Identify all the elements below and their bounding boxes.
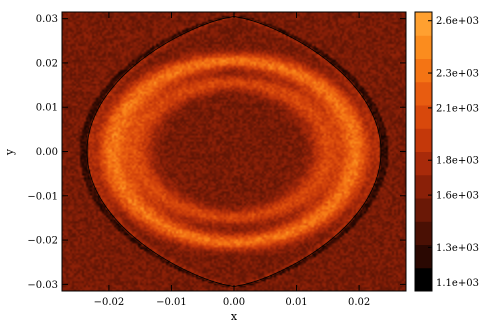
colorbar-tick-label-5: 2.3e+03 [436,69,479,80]
x-axis-ticks: −0.02 −0.01 0.00 0.01 0.02 [94,12,370,308]
colorbar-band-10 [415,35,432,59]
colorbar-band-9 [415,58,432,83]
colorbar-band-5 [415,151,432,176]
y-tick-label-3: 0.00 [36,147,58,158]
y-tick-label-4: 0.01 [36,103,58,114]
colorbar-band-6 [415,128,432,152]
y-tick-label-0: −0.03 [27,280,58,291]
colorbar-band-8 [415,81,432,106]
colorbar-tick-label-0: 1.1e+03 [436,278,479,289]
colorbar-tick-label-6: 2.6e+03 [436,16,479,27]
colorbar-band-1 [415,244,432,269]
colorbar-band-7 [415,105,432,129]
x-axis-label: x [231,310,238,322]
colorbar-tick-label-4: 2.1e+03 [436,103,479,114]
x-tick-label-1: −0.01 [156,297,187,308]
x-tick-label-0: −0.02 [94,297,125,308]
colorbar-band-3 [415,198,432,222]
x-tick-label-4: 0.02 [348,297,370,308]
y-tick-label-6: 0.03 [36,14,58,25]
colorbar-frame [414,11,433,292]
colorbar: 1.1e+03 1.3e+03 1.6e+03 1.8e+03 2.1e+03 2.3e+… [414,11,479,292]
y-axis-ticks: −0.03 −0.02 −0.01 0.00 0.01 0.02 0.03 [27,14,406,291]
colorbar-band-11 [415,12,432,36]
y-tick-label-2: −0.01 [27,191,58,202]
heatmap-plot: −0.02 −0.01 0.00 0.01 0.02 −0.03 −0.02 −0.01 0.… [3,11,407,322]
colorbar-tick-label-2: 1.6e+03 [436,191,479,202]
colorbar-tick-label-1: 1.3e+03 [436,243,479,254]
colorbar-bands [415,12,432,292]
y-tick-label-5: 0.02 [36,58,58,69]
colorbar-tick-label-3: 1.8e+03 [436,156,479,167]
colorbar-band-0 [415,267,432,292]
heatmap-image [62,12,406,291]
y-axis-label: y [3,148,16,156]
colorbar-band-2 [415,221,432,245]
y-tick-label-1: −0.02 [27,236,58,247]
x-tick-label-2: 0.00 [223,297,245,308]
colorbar-band-4 [415,174,432,199]
colorbar-ticks: 1.1e+03 1.3e+03 1.6e+03 1.8e+03 2.1e+03 2.3e+… [428,16,479,289]
x-tick-label-3: 0.01 [285,297,307,308]
